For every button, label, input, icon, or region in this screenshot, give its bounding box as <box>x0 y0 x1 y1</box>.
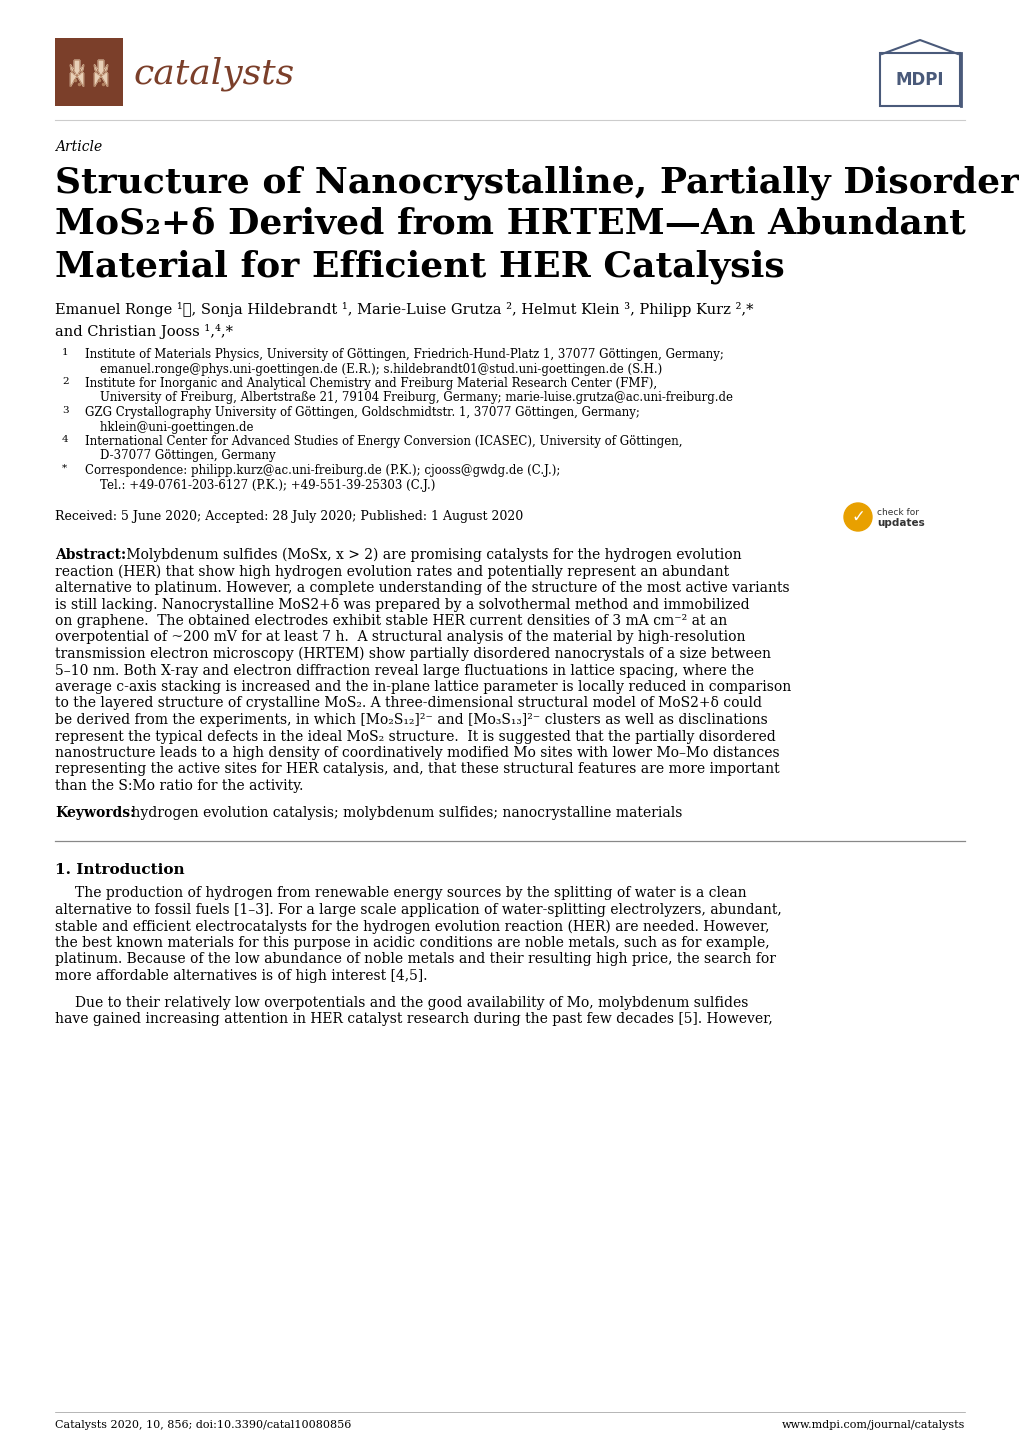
Text: Tel.: +49-0761-203-6127 (P.K.); +49-551-39-25303 (C.J.): Tel.: +49-0761-203-6127 (P.K.); +49-551-… <box>85 479 435 492</box>
Text: reaction (HER) that show high hydrogen evolution rates and potentially represent: reaction (HER) that show high hydrogen e… <box>55 564 729 578</box>
Text: *: * <box>62 464 67 473</box>
Text: Structure of Nanocrystalline, Partially Disordered: Structure of Nanocrystalline, Partially … <box>55 164 1019 199</box>
Text: updates: updates <box>876 518 924 528</box>
Text: Institute of Materials Physics, University of Göttingen, Friedrich-Hund-Platz 1,: Institute of Materials Physics, Universi… <box>85 348 723 360</box>
Polygon shape <box>70 61 84 87</box>
Text: than the S:Mo ratio for the activity.: than the S:Mo ratio for the activity. <box>55 779 303 793</box>
Text: 2: 2 <box>62 376 68 386</box>
Text: represent the typical defects in the ideal MoS₂ structure.  It is suggested that: represent the typical defects in the ide… <box>55 730 775 744</box>
Text: overpotential of ~200 mV for at least 7 h.  A structural analysis of the materia: overpotential of ~200 mV for at least 7 … <box>55 630 745 645</box>
Text: Received: 5 June 2020; Accepted: 28 July 2020; Published: 1 August 2020: Received: 5 June 2020; Accepted: 28 July… <box>55 510 523 523</box>
Text: be derived from the experiments, in which [Mo₂S₁₂]²⁻ and [Mo₃S₁₃]²⁻ clusters as : be derived from the experiments, in whic… <box>55 712 767 727</box>
Text: GZG Crystallography University of Göttingen, Goldschmidtstr. 1, 37077 Göttingen,: GZG Crystallography University of Göttin… <box>85 407 639 420</box>
Text: International Center for Advanced Studies of Energy Conversion (ICASEC), Univers: International Center for Advanced Studie… <box>85 435 682 448</box>
Text: platinum. Because of the low abundance of noble metals and their resulting high : platinum. Because of the low abundance o… <box>55 953 775 966</box>
Text: 1. Introduction: 1. Introduction <box>55 862 184 877</box>
Text: Due to their relatively low overpotentials and the good availability of Mo, moly: Due to their relatively low overpotentia… <box>75 995 748 1009</box>
Text: transmission electron microscopy (HRTEM) show partially disordered nanocrystals : transmission electron microscopy (HRTEM)… <box>55 647 770 662</box>
Polygon shape <box>95 61 107 87</box>
Text: more affordable alternatives is of high interest [4,5].: more affordable alternatives is of high … <box>55 969 427 983</box>
Text: representing the active sites for HER catalysis, and, that these structural feat: representing the active sites for HER ca… <box>55 763 779 776</box>
Text: nanostructure leads to a high density of coordinatively modified Mo sites with l: nanostructure leads to a high density of… <box>55 746 779 760</box>
Text: MoS₂+δ Derived from HRTEM—An Abundant: MoS₂+δ Derived from HRTEM—An Abundant <box>55 208 965 241</box>
Text: 5–10 nm. Both X-ray and electron diffraction reveal large fluctuations in lattic: 5–10 nm. Both X-ray and electron diffrac… <box>55 663 753 678</box>
Text: www.mdpi.com/journal/catalysts: www.mdpi.com/journal/catalysts <box>781 1420 964 1430</box>
Text: on graphene.  The obtained electrodes exhibit stable HER current densities of 3 : on graphene. The obtained electrodes exh… <box>55 614 727 629</box>
Text: Abstract:: Abstract: <box>55 548 126 562</box>
Text: ✓: ✓ <box>850 508 864 526</box>
Text: Catalysts 2020, 10, 856; doi:10.3390/catal10080856: Catalysts 2020, 10, 856; doi:10.3390/cat… <box>55 1420 351 1430</box>
Text: Keywords:: Keywords: <box>55 806 136 819</box>
Text: 3: 3 <box>62 407 68 415</box>
Text: is still lacking. Nanocrystalline MoS2+δ was prepared by a solvothermal method a: is still lacking. Nanocrystalline MoS2+δ… <box>55 597 749 611</box>
Text: Article: Article <box>55 140 102 154</box>
Text: check for: check for <box>876 508 918 518</box>
Text: Molybdenum sulfides (MoSx, x > 2) are promising catalysts for the hydrogen evolu: Molybdenum sulfides (MoSx, x > 2) are pr… <box>122 548 741 562</box>
Text: MDPI: MDPI <box>895 71 944 89</box>
Text: stable and efficient electrocatalysts for the hydrogen evolution reaction (HER) : stable and efficient electrocatalysts fo… <box>55 920 768 934</box>
Text: alternative to fossil fuels [1–3]. For a large scale application of water-splitt: alternative to fossil fuels [1–3]. For a… <box>55 903 781 917</box>
Text: and Christian Jooss ¹,⁴,*: and Christian Jooss ¹,⁴,* <box>55 324 232 339</box>
Text: D-37077 Göttingen, Germany: D-37077 Göttingen, Germany <box>85 450 275 463</box>
Text: hydrogen evolution catalysis; molybdenum sulfides; nanocrystalline materials: hydrogen evolution catalysis; molybdenum… <box>127 806 682 819</box>
Text: average c-axis stacking is increased and the in-plane lattice parameter is local: average c-axis stacking is increased and… <box>55 681 791 694</box>
Text: emanuel.ronge@phys.uni-goettingen.de (E.R.); s.hildebrandt01@stud.uni-goettingen: emanuel.ronge@phys.uni-goettingen.de (E.… <box>85 362 661 375</box>
Text: University of Freiburg, Albertstraße 21, 79104 Freiburg, Germany; marie-luise.gr: University of Freiburg, Albertstraße 21,… <box>85 391 733 405</box>
Text: alternative to platinum. However, a complete understanding of the structure of t: alternative to platinum. However, a comp… <box>55 581 789 596</box>
FancyBboxPatch shape <box>55 37 123 107</box>
Circle shape <box>843 503 871 531</box>
Text: hklein@uni-goettingen.de: hklein@uni-goettingen.de <box>85 421 254 434</box>
Text: Correspondence: philipp.kurz@ac.uni-freiburg.de (P.K.); cjooss@gwdg.de (C.J.);: Correspondence: philipp.kurz@ac.uni-frei… <box>85 464 559 477</box>
Text: Emanuel Ronge ¹ⓘ, Sonja Hildebrandt ¹, Marie-Luise Grutza ², Helmut Klein ³, Phi: Emanuel Ronge ¹ⓘ, Sonja Hildebrandt ¹, M… <box>55 301 753 317</box>
Text: 1: 1 <box>62 348 68 358</box>
Text: The production of hydrogen from renewable energy sources by the splitting of wat: The production of hydrogen from renewabl… <box>75 887 746 900</box>
Text: the best known materials for this purpose in acidic conditions are noble metals,: the best known materials for this purpos… <box>55 936 769 950</box>
Text: have gained increasing attention in HER catalyst research during the past few de: have gained increasing attention in HER … <box>55 1012 772 1027</box>
Text: 4: 4 <box>62 435 68 444</box>
Text: Material for Efficient HER Catalysis: Material for Efficient HER Catalysis <box>55 249 784 284</box>
Text: Institute for Inorganic and Analytical Chemistry and Freiburg Material Research : Institute for Inorganic and Analytical C… <box>85 376 656 389</box>
Text: to the layered structure of crystalline MoS₂. A three-dimensional structural mod: to the layered structure of crystalline … <box>55 696 761 711</box>
Text: catalysts: catalysts <box>132 56 293 91</box>
